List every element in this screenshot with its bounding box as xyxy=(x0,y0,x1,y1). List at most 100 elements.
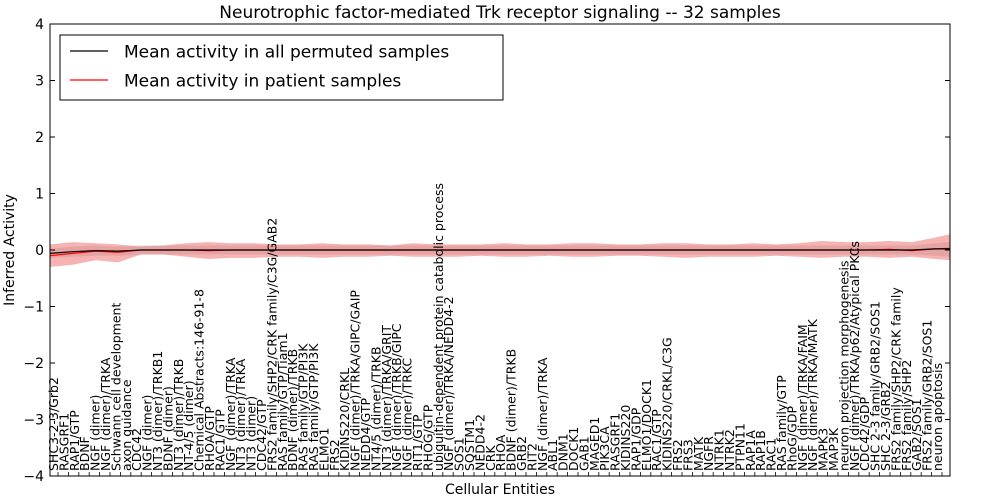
x-tick-label: NGF (dimer)/TRKA xyxy=(223,357,238,471)
x-tick-label: ubiquitin-dependent protein catabolic pr… xyxy=(431,183,446,471)
x-tick-label: Schwann cell development xyxy=(108,303,123,471)
x-tick-label: RIT2 xyxy=(524,443,539,471)
chart-title: Neurotrophic factor-mediated Trk recepto… xyxy=(219,3,781,23)
x-tick-label: RAS family/GTP/PI3K xyxy=(296,343,311,471)
x-tick-label: NT3 (dimer)/TRKA/GRIT xyxy=(379,325,394,471)
x-tick-label: ELMO1/DOCK1 xyxy=(639,379,654,471)
x-tick-label: neuron projection morphogenesis xyxy=(836,260,851,471)
x-tick-label: BDNF (dimer)/TRKB xyxy=(285,349,300,471)
y-tick-label: 2 xyxy=(35,130,44,146)
y-tick-label: −4 xyxy=(23,469,44,485)
x-tick-label: BDNF (dimer) xyxy=(160,386,175,471)
x-tick-label: BDNF xyxy=(77,436,92,471)
x-tick-label: RHOA xyxy=(493,434,508,471)
x-tick-label: SOS1 xyxy=(452,437,467,471)
x-tick-label: FRS2 family/SHP2 xyxy=(899,360,914,471)
x-tick-label: MAP3K xyxy=(826,427,841,471)
x-tick-label: NT-4/5 (dimer) xyxy=(181,380,196,471)
x-tick-label: RAP1B xyxy=(753,430,768,471)
x-tick-label: RASGRF1 xyxy=(608,413,623,471)
y-tick-label: 1 xyxy=(35,187,44,203)
x-tick-label: NGF (dimer)/TRKA/GIPC/GAIP xyxy=(348,290,363,471)
x-tick-label: NGF (dimer) xyxy=(140,395,155,471)
x-tick-label: RHOA/GTP xyxy=(202,406,217,471)
x-tick-label: RHOG/GTP xyxy=(420,404,435,471)
x-tick-label: RASGRF1 xyxy=(56,413,71,471)
x-tick-label: KIDINS220/CRKL xyxy=(337,368,352,471)
x-tick-label: PTPN11 xyxy=(732,423,747,471)
y-tick-label: 0 xyxy=(35,243,44,259)
x-tick-label: RAS family/GTP xyxy=(774,375,789,471)
x-tick-label: MAPK3 xyxy=(816,428,831,471)
x-tick-label: CDC42/GTP xyxy=(254,399,269,471)
x-tick-label: BDNF (dimer)/TRKB xyxy=(504,349,519,471)
x-tick-label: RIT1/GTP xyxy=(410,414,425,471)
x-tick-label: axon guidance xyxy=(119,379,134,471)
x-tick-label: NGF (dimer)/TRKA/NEDD4-2 xyxy=(441,296,456,471)
y-ticks: −4 −3 −2 −1 0 1 2 3 4 xyxy=(23,17,950,485)
x-tick-label: NGF (dimer)/TRKA/MATK xyxy=(805,318,820,471)
y-tick-label: 3 xyxy=(35,74,44,90)
x-tick-label: FRS3 xyxy=(680,439,695,471)
series-lines xyxy=(49,247,951,257)
x-tick-label: ELMO1 xyxy=(316,428,331,471)
x-tick-label: CDC42/GDP xyxy=(857,396,872,471)
x-tick-label: FRS2 xyxy=(327,439,342,471)
x-tick-label: RAS family/GTP/Tiam1 xyxy=(275,332,290,471)
x-tick-label: Chemical Abstracts:146-91-8 xyxy=(192,289,207,471)
line-permuted xyxy=(49,248,950,254)
x-tick-label: NGF (dimer)/TRKA xyxy=(98,357,113,471)
x-tick-label: GAB1 xyxy=(576,436,591,471)
x-tick-label: RAP1/GDP xyxy=(628,407,643,471)
x-tick-label: NGFR xyxy=(701,436,716,471)
x-tick-label: NT3 (dimer) xyxy=(244,396,259,471)
x-tick-label: FRS2 family/SHP2/CRK family xyxy=(888,287,903,471)
x-tick-label: FRS2 xyxy=(670,439,685,471)
x-tick-label: neuron apoptosis xyxy=(930,363,945,471)
x-tick-label: RAP1/GTP xyxy=(67,410,82,471)
x-tick-label: NT3 (dimer)/TRKA xyxy=(233,358,248,471)
x-tick-label: NGF (dimer)/TRKA xyxy=(535,357,550,471)
x-tick-label: SHC 2-3/GRB2 xyxy=(878,381,893,471)
x-tick-label: MAGED1 xyxy=(587,417,602,471)
x-tick-label: NEDD4/GTP xyxy=(358,397,373,471)
x-tick-label: NTRK1 xyxy=(712,429,727,471)
legend-box xyxy=(59,34,504,101)
x-tick-label: FRS2 family/GRB2/SOS1 xyxy=(920,320,935,471)
y-tick-label: −3 xyxy=(23,413,44,429)
x-tick-label: NGF (dimer)/TRKB/GIPC xyxy=(389,323,404,471)
x-tick-label: NTRK2 xyxy=(722,429,737,471)
x-tick-label: RAC1/GTP xyxy=(212,409,227,471)
x-tick-label: KIDINS220 xyxy=(618,405,633,471)
x-tick-label: NGF (dimer)/TRKA/p62/Atypical PKCs xyxy=(847,241,862,471)
plot-frame xyxy=(49,23,951,477)
y-tick-label: −2 xyxy=(23,356,44,372)
y-axis-label: Inferred Activity xyxy=(2,194,18,306)
x-tick-label: RhoG/GDP xyxy=(784,406,799,471)
x-tick-label: SQSTM1 xyxy=(462,419,477,471)
x-tick-label: RAS family/GTP/PI3K xyxy=(306,343,321,471)
x-tick-label: SHC 2-3 family/GRB2/SOS1 xyxy=(868,301,883,471)
x-tick-label: CRK xyxy=(483,445,498,471)
x-tick-label: RAC1/GTP xyxy=(649,409,664,471)
x-tick-label: RAC1 xyxy=(764,438,779,471)
x-tick-label: NEDD4-2 xyxy=(472,414,487,471)
x-tick-label: PIK3CA xyxy=(597,426,612,471)
x-tick-label: FRS2 family/SHP2/CRK family/C3G/GAB2 xyxy=(264,218,279,471)
x-tick-label: KIDINS220/CRKL/C3G xyxy=(660,337,675,471)
y-tick-label: −1 xyxy=(23,300,44,316)
x-tick-label: MATK xyxy=(691,436,706,471)
x-tick-label: NT3 (dimer)/TRKB xyxy=(171,359,186,471)
x-tick-label: DNM1 xyxy=(556,433,571,471)
x-tick-label: ABL1 xyxy=(545,439,560,471)
legend-label-patient: Mean activity in patient samples xyxy=(124,72,401,92)
y-tick-label: 4 xyxy=(35,17,44,33)
x-tick-label: CDC42 xyxy=(129,428,144,471)
x-tick-label: NGF (dimer)/TRKC xyxy=(400,358,415,471)
x-tick-label: GAB2/SOS1 xyxy=(909,398,924,471)
x-axis-label: Cellular Entities xyxy=(445,482,555,498)
x-tick-label: NT3 (dimer)/TRKB1 xyxy=(150,351,165,471)
x-tick-label: GRB2 xyxy=(514,436,529,471)
x-tick-label: NGF (dimer) xyxy=(88,395,103,471)
